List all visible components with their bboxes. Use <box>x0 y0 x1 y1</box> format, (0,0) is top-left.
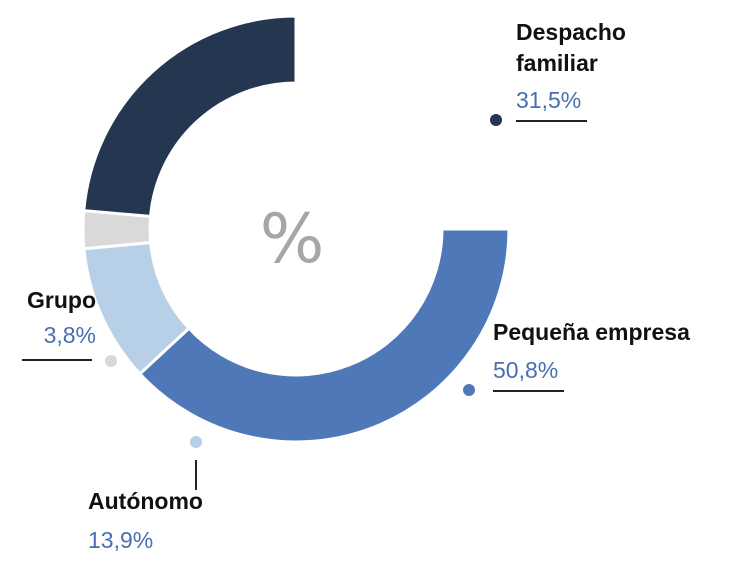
label-grupo: Grupo 3,8% <box>22 287 117 367</box>
center-label: % <box>260 200 325 279</box>
label-name-autonomo: Autónomo <box>88 488 203 514</box>
slice-pequena-empresa <box>137 227 511 444</box>
legend-dot-grupo <box>105 355 117 367</box>
legend-dot-pequena-empresa <box>463 384 475 396</box>
label-value-autonomo: 13,9% <box>88 527 153 553</box>
label-despacho-familiar: Despacho familiar 31,5% <box>490 19 626 126</box>
label-name-despacho-familiar-line2: familiar <box>516 50 598 76</box>
label-name-despacho-familiar: Despacho <box>516 19 626 45</box>
label-value-despacho-familiar: 31,5% <box>516 87 581 113</box>
legend-dot-despacho-familiar <box>490 114 502 126</box>
label-pequena-empresa: Pequeña empresa 50,8% <box>463 319 690 396</box>
label-name-pequena-empresa: Pequeña empresa <box>493 319 690 345</box>
label-name-grupo: Grupo <box>27 287 96 313</box>
legend-dot-autonomo <box>190 436 202 448</box>
label-value-grupo: 3,8% <box>44 322 96 348</box>
label-autonomo: Autónomo 13,9% <box>88 436 203 553</box>
slice-despacho-familiar <box>82 14 298 219</box>
label-value-pequena-empresa: 50,8% <box>493 357 558 383</box>
donut-slices <box>81 14 511 444</box>
